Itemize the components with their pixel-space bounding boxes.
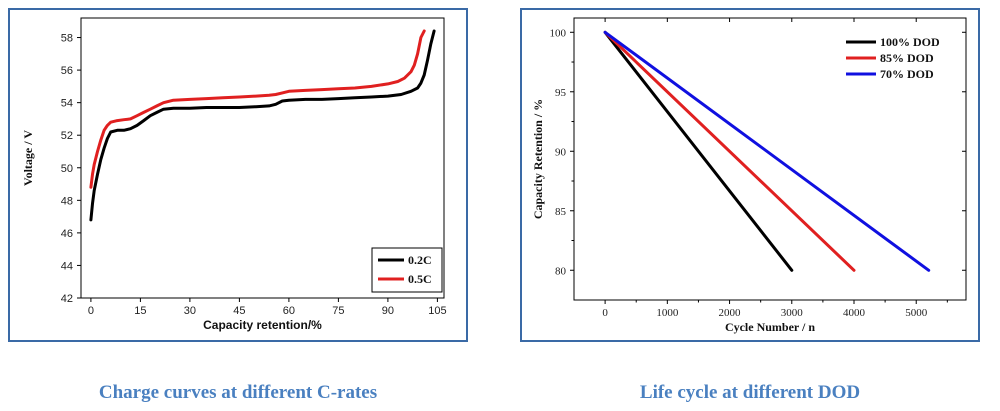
y-tick-label: 54 <box>61 98 73 110</box>
y-tick-label: 52 <box>61 130 73 142</box>
y-tick-label: 95 <box>555 87 567 99</box>
y-tick-label: 56 <box>61 65 73 77</box>
x-tick-label: 2000 <box>719 307 742 319</box>
series-line-70-dod <box>603 30 931 272</box>
y-tick-label: 80 <box>555 265 567 277</box>
y-tick-label: 42 <box>61 293 73 305</box>
y-tick-label: 85 <box>555 206 567 218</box>
y-tick-label: 100 <box>550 27 567 39</box>
life-cycle-caption: Life cycle at different DOD <box>639 382 861 403</box>
x-tick-label: 0 <box>602 307 608 319</box>
y-tick-label: 44 <box>61 260 73 272</box>
charge-curves-chart: 0 15 30 45 60 75 90 105 42 44 46 48 50 52 54 56 58 Capaci… <box>21 17 447 332</box>
legend-box <box>371 247 443 293</box>
x-tick-label: 30 <box>184 305 196 317</box>
plot-frame <box>573 17 967 301</box>
x-axis-label: Capacity retention/% <box>203 318 322 332</box>
y-tick-label: 46 <box>61 228 73 240</box>
charge-curves-panel: 0 15 30 45 60 75 90 105 42 44 46 48 50 52 54 56 58 Capaci… <box>8 8 468 342</box>
series-line-85-dod <box>603 30 856 272</box>
x-tick-label: 15 <box>134 305 146 317</box>
plot-frame <box>80 17 445 299</box>
life-cycle-panel: 0 1000 2000 3000 4000 5000 80 85 90 95 100 Cycle Nu… <box>520 8 980 342</box>
legend-label-70-dod: 70% DOD <box>880 67 934 81</box>
x-tick-label: 60 <box>283 305 295 317</box>
y-tick-label: 90 <box>555 146 567 158</box>
y-axis-label: Voltage / V <box>21 130 35 186</box>
x-axis-label: Cycle Number / n <box>725 320 815 334</box>
legend-label-0-5c: 0.5C <box>408 272 432 286</box>
x-tick-label: 4000 <box>843 307 866 319</box>
legend-label-0-2c: 0.2C <box>408 253 432 267</box>
x-tick-label: 1000 <box>656 307 679 319</box>
x-tick-label: 45 <box>233 305 245 317</box>
legend-label-100-dod: 100% DOD <box>880 35 940 49</box>
x-tick-label: 0 <box>88 305 94 317</box>
x-tick-label: 105 <box>428 305 446 317</box>
y-tick-label: 50 <box>61 163 73 175</box>
legend-label-85-dod: 85% DOD <box>880 51 934 65</box>
series-line-0-5c <box>89 29 426 189</box>
life-cycle-chart: 0 1000 2000 3000 4000 5000 80 85 90 95 100 Cycle Nu… <box>531 17 967 334</box>
series-line-0-2c <box>89 29 436 222</box>
x-tick-label: 75 <box>332 305 344 317</box>
y-axis-label: Capacity Retention / % <box>531 99 545 219</box>
charge-curves-caption: Charge curves at different C-rates <box>98 382 378 403</box>
series-line-100-dod <box>603 30 794 272</box>
x-tick-label: 5000 <box>905 307 928 319</box>
y-tick-label: 48 <box>61 195 73 207</box>
x-tick-label: 3000 <box>781 307 804 319</box>
y-tick-label: 58 <box>61 33 73 45</box>
x-tick-label: 90 <box>382 305 394 317</box>
